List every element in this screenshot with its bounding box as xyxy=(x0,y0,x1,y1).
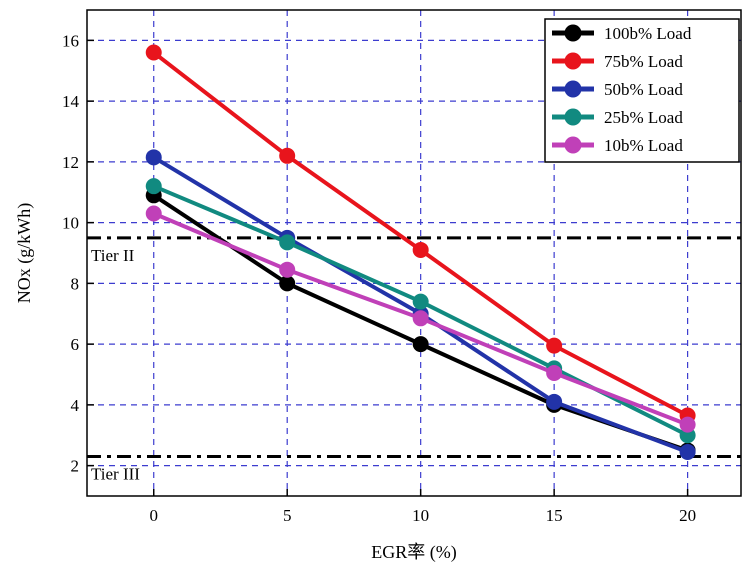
data-point xyxy=(546,337,563,354)
y-tick-label: 14 xyxy=(62,92,80,111)
data-point xyxy=(412,336,429,353)
series-group xyxy=(145,205,696,433)
legend-swatch-marker xyxy=(564,24,582,42)
legend-swatch-marker xyxy=(564,136,582,154)
data-point xyxy=(279,234,296,251)
data-point xyxy=(279,147,296,164)
legend-label: 25b% Load xyxy=(604,108,683,127)
y-tick-labels: 2 4 6 8 10 12 14 16 xyxy=(62,31,80,475)
legend-label: 10b% Load xyxy=(604,136,683,155)
x-tick-label: 15 xyxy=(546,506,563,525)
data-point xyxy=(145,178,162,195)
x-tick-label: 5 xyxy=(283,506,292,525)
reference-lines: Tier II Tier III xyxy=(87,236,741,484)
x-tick-labels: 0 5 10 15 20 xyxy=(149,506,696,525)
plot-frame xyxy=(86,9,742,497)
legend-label: 100b% Load xyxy=(604,24,692,43)
legend-swatch-marker xyxy=(564,52,582,70)
data-point xyxy=(145,44,162,61)
data-point xyxy=(412,310,429,327)
reference-line-label: Tier II xyxy=(91,246,135,265)
data-point xyxy=(412,241,429,258)
y-tick-label: 12 xyxy=(62,153,79,172)
y-tick-label: 8 xyxy=(71,274,80,293)
data-point xyxy=(145,205,162,222)
legend-label: 50b% Load xyxy=(604,80,683,99)
legend-label: 75b% Load xyxy=(604,52,683,71)
x-tick-label: 20 xyxy=(679,506,696,525)
data-point xyxy=(546,364,563,381)
y-tick-label: 4 xyxy=(71,396,80,415)
x-tick-label: 10 xyxy=(412,506,429,525)
data-point xyxy=(279,261,296,278)
data-point xyxy=(412,293,429,310)
x-tick-label: 0 xyxy=(149,506,158,525)
reference-line-label: Tier III xyxy=(91,465,140,484)
series-group xyxy=(145,44,696,460)
legend-swatch-marker xyxy=(564,80,582,98)
series-group xyxy=(145,44,696,424)
data-point xyxy=(679,416,696,433)
y-tick-label: 10 xyxy=(62,214,79,233)
data-point xyxy=(679,443,696,460)
x-axis-label: EGR率 (%) xyxy=(371,542,456,563)
data-point xyxy=(145,149,162,166)
y-tick-label: 2 xyxy=(71,457,80,476)
legend: 100b% Load 75b% Load 50b% Load 25b% Load 10b… xyxy=(544,18,740,163)
y-tick-label: 16 xyxy=(62,31,79,50)
data-point xyxy=(546,393,563,410)
y-tick-label: 6 xyxy=(71,335,80,354)
legend-swatch-marker xyxy=(564,108,582,126)
y-axis-label: NOx (g/kWh) xyxy=(14,203,35,303)
data-point xyxy=(279,275,296,292)
